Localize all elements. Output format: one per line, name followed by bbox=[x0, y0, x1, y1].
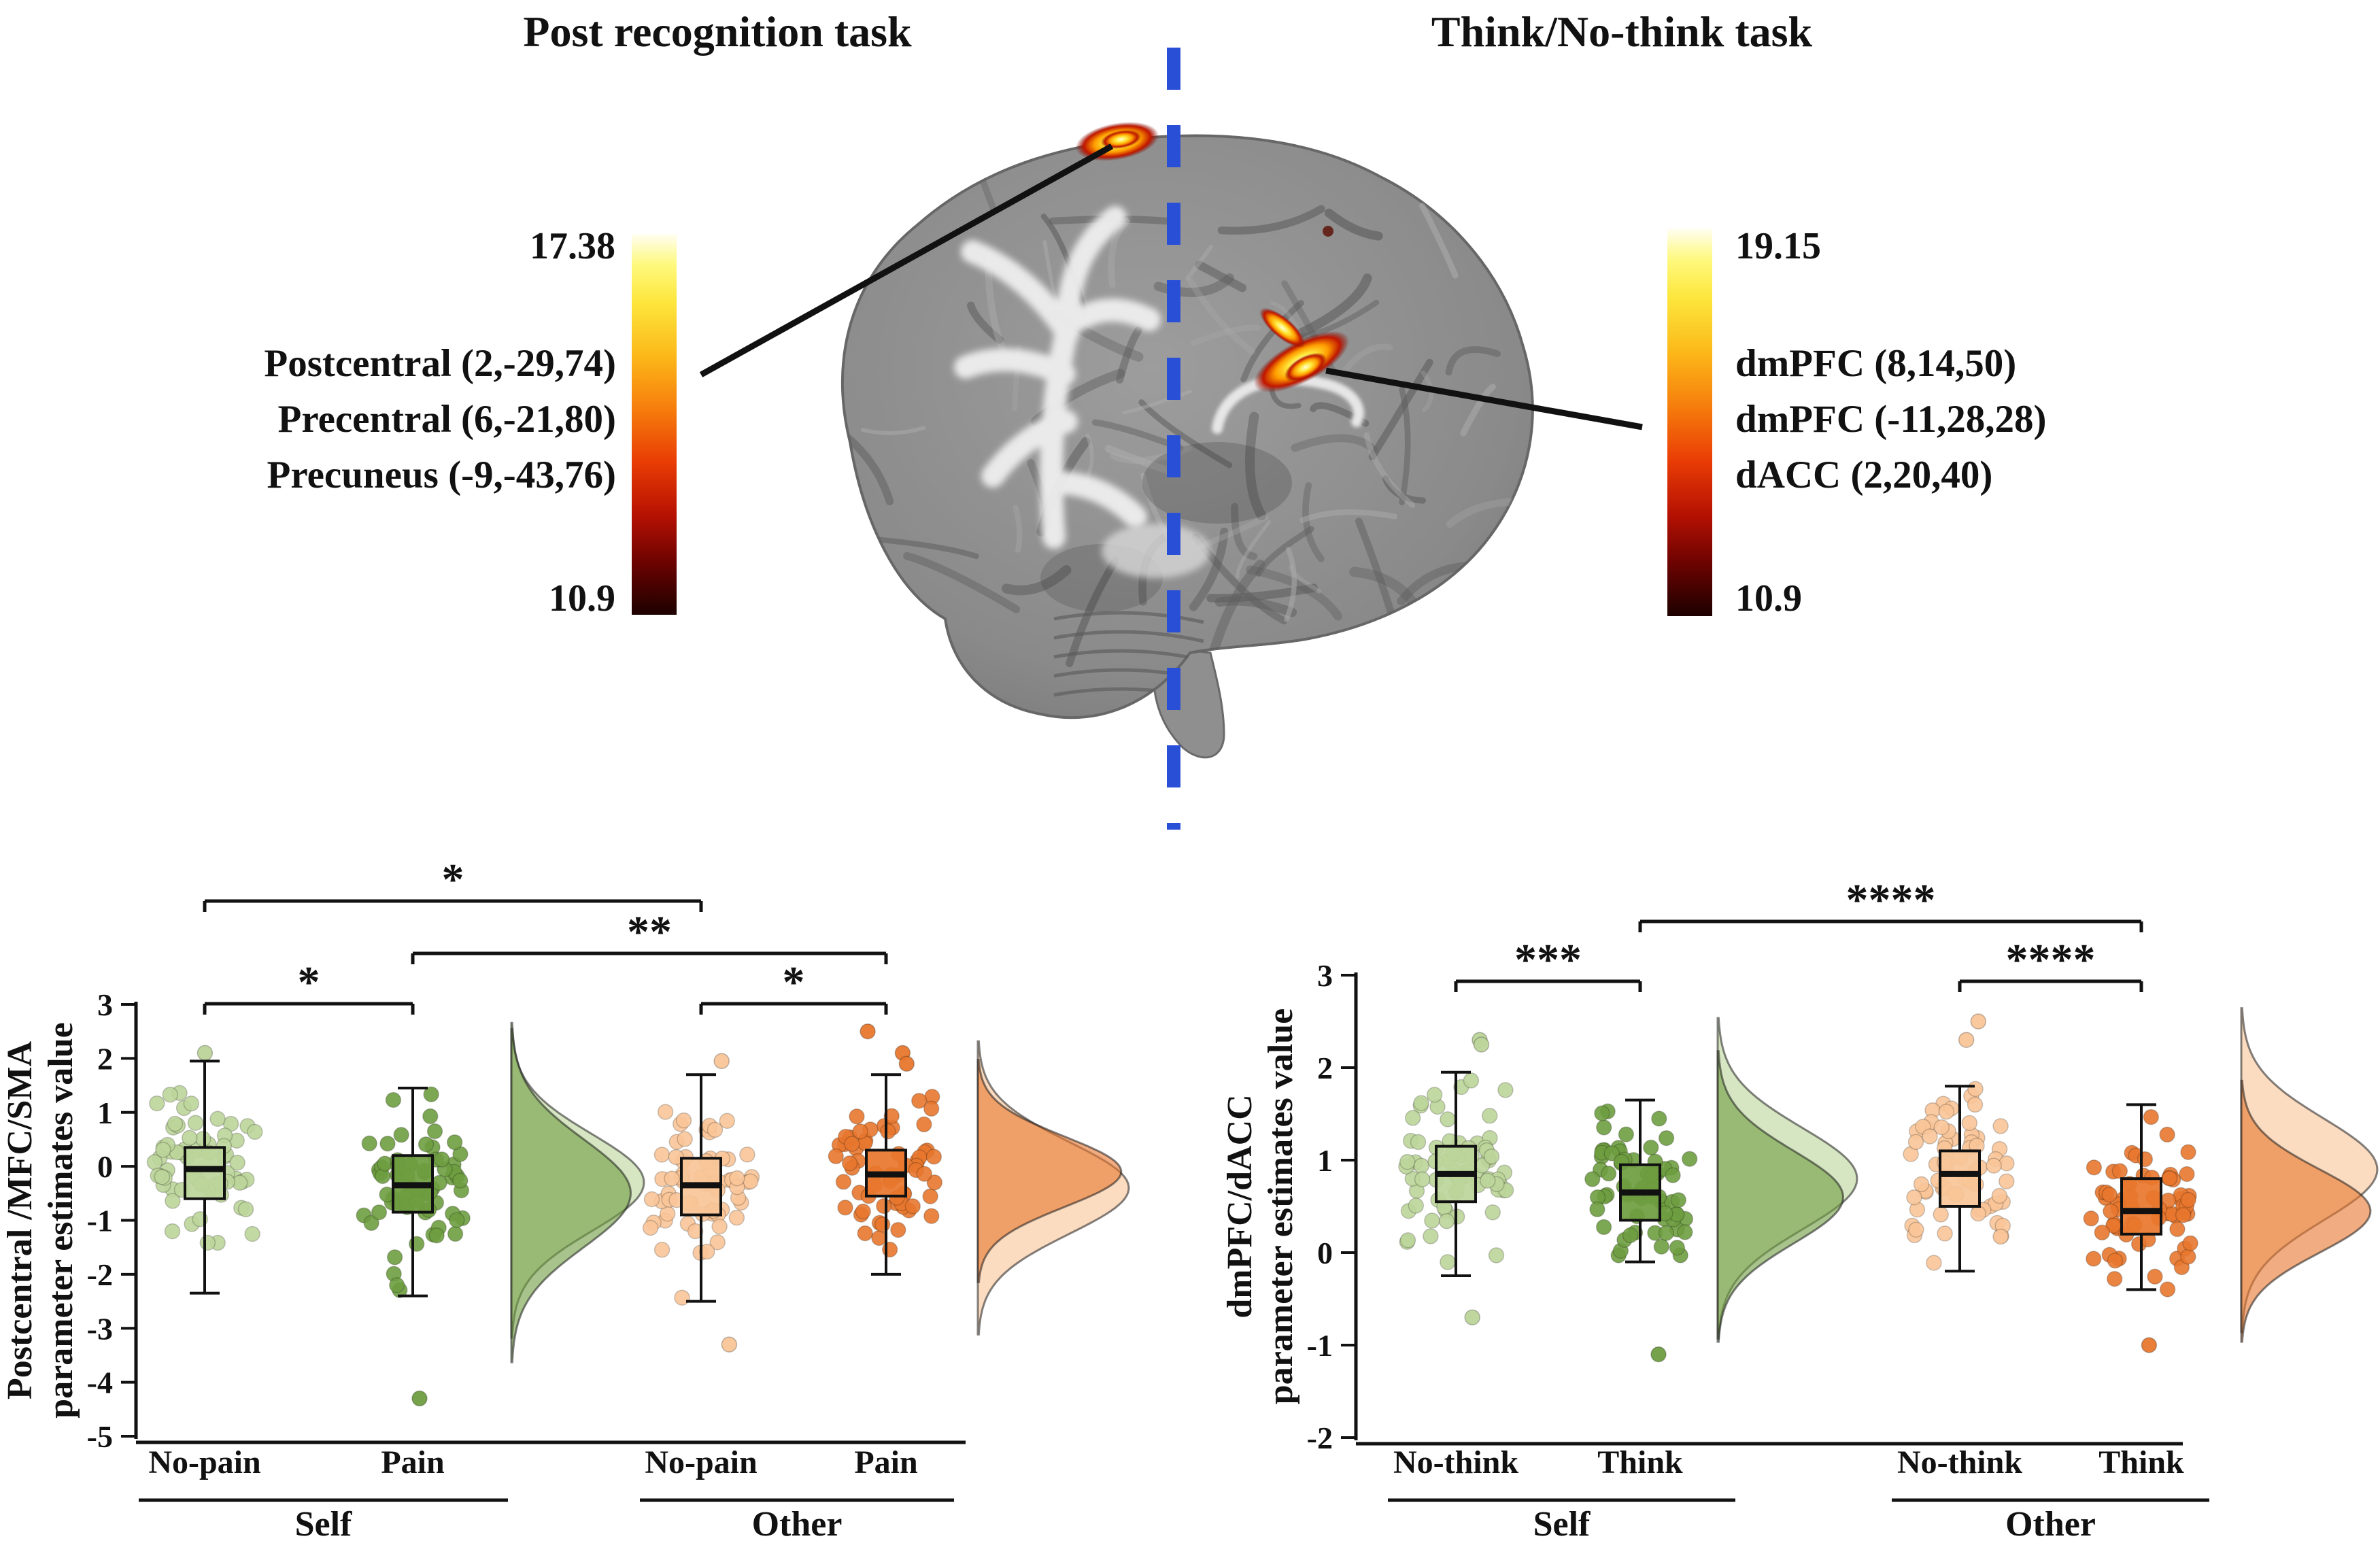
svg-text:3: 3 bbox=[97, 987, 113, 1022]
svg-text:No-think: No-think bbox=[1393, 1444, 1518, 1480]
svg-text:Other: Other bbox=[752, 1505, 843, 1543]
svg-text:dmPFC/dACC: dmPFC/dACC bbox=[1221, 1094, 1259, 1318]
svg-text:0: 0 bbox=[1317, 1236, 1333, 1270]
task-divider-dashed-line bbox=[1167, 48, 1180, 830]
left-colorbar bbox=[632, 234, 677, 615]
right-region-labels: dmPFC (8,14,50) dmPFC (-11,28,28) dACC (… bbox=[1735, 336, 2047, 503]
svg-text:-4: -4 bbox=[87, 1366, 113, 1400]
left-colorbar-max: 17.38 bbox=[530, 225, 615, 267]
right-colorbar bbox=[1667, 228, 1712, 616]
svg-text:*: * bbox=[298, 957, 320, 1007]
svg-text:parameter estimates value: parameter estimates value bbox=[1261, 1008, 1300, 1404]
svg-text:1: 1 bbox=[97, 1096, 113, 1130]
right-task-title: Think/No-think task bbox=[1431, 7, 1813, 56]
svg-text:0: 0 bbox=[97, 1149, 113, 1184]
region-label: Precuneus (-9,-43,76) bbox=[267, 454, 616, 496]
region-label: dmPFC (-11,28,28) bbox=[1735, 398, 2047, 441]
region-label: Precentral (6,-21,80) bbox=[277, 398, 617, 441]
svg-text:1: 1 bbox=[1317, 1143, 1333, 1178]
svg-text:Postcentral /MFC/SMA: Postcentral /MFC/SMA bbox=[1, 1041, 39, 1400]
region-label: dmPFC (8,14,50) bbox=[1735, 342, 2017, 385]
svg-text:-1: -1 bbox=[1307, 1328, 1333, 1363]
svg-text:Pain: Pain bbox=[854, 1444, 917, 1480]
svg-text:*: * bbox=[783, 957, 805, 1007]
svg-text:Think: Think bbox=[2098, 1444, 2184, 1480]
svg-text:Other: Other bbox=[2005, 1505, 2096, 1543]
svg-text:-5: -5 bbox=[87, 1419, 113, 1454]
right-colorbar-min: 10.9 bbox=[1735, 577, 1802, 620]
svg-text:Think: Think bbox=[1597, 1444, 1683, 1480]
svg-text:2: 2 bbox=[97, 1041, 113, 1076]
svg-text:***: *** bbox=[1514, 935, 1582, 985]
svg-text:-2: -2 bbox=[1307, 1421, 1333, 1455]
right-colorbar-max: 19.15 bbox=[1735, 225, 1821, 267]
svg-text:**: ** bbox=[627, 907, 672, 957]
svg-text:Self: Self bbox=[1533, 1505, 1591, 1543]
svg-text:****: **** bbox=[2006, 935, 2096, 985]
svg-text:Self: Self bbox=[295, 1505, 352, 1543]
svg-text:-1: -1 bbox=[87, 1204, 113, 1238]
svg-text:-2: -2 bbox=[87, 1257, 113, 1292]
svg-text:2: 2 bbox=[1317, 1051, 1333, 1085]
svg-text:****: **** bbox=[1846, 875, 1936, 925]
region-label: dACC (2,20,40) bbox=[1735, 454, 1993, 496]
svg-text:3: 3 bbox=[1317, 958, 1333, 993]
svg-text:No-think: No-think bbox=[1897, 1444, 2022, 1480]
left-region-labels: Postcentral (2,-29,74) Precentral (6,-21… bbox=[170, 336, 616, 503]
svg-text:parameter estimates value: parameter estimates value bbox=[41, 1022, 80, 1418]
svg-text:No-pain: No-pain bbox=[148, 1444, 260, 1480]
svg-text:Pain: Pain bbox=[381, 1444, 444, 1480]
left-raincloud-chart: 3 2 1 0 -1 -2 -3 -4 -5 No-pain Pain No-pain Pain Self… bbox=[1, 855, 1130, 1543]
svg-text:-3: -3 bbox=[87, 1311, 113, 1346]
region-label: Postcentral (2,-29,74) bbox=[264, 342, 616, 385]
svg-text:*: * bbox=[442, 855, 464, 904]
left-colorbar-min: 10.9 bbox=[549, 577, 615, 620]
left-task-title: Post recognition task bbox=[523, 7, 912, 56]
svg-text:No-pain: No-pain bbox=[645, 1444, 757, 1480]
